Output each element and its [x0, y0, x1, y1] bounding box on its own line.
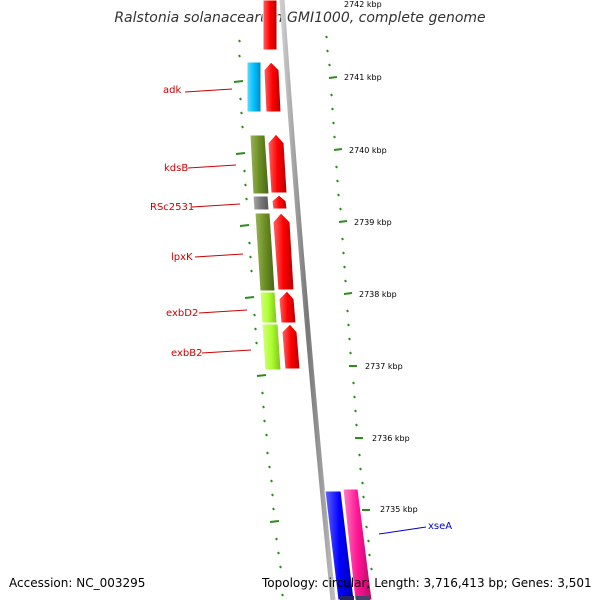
map-title: Ralstonia solanacearum GMI1000, complete… [114, 10, 486, 26]
ruler-label: 2736 kbp [372, 434, 410, 443]
cds-adk[interactable] [263, 61, 282, 113]
cog-track [246, 61, 282, 371]
reverse-cds-track [324, 488, 373, 600]
ruler-label: 2739 kbp [354, 218, 392, 227]
leader-line [194, 253, 244, 258]
leader-line [198, 309, 248, 314]
gene-label-RSc2531[interactable]: RSc2531 [150, 202, 194, 213]
cog-exbD2[interactable] [259, 291, 278, 324]
cog-kdsB[interactable] [249, 134, 270, 195]
cds-xseA-blue[interactable] [324, 490, 355, 600]
leader-line [201, 349, 252, 354]
ruler-label: 2738 kbp [359, 290, 397, 299]
gene-label-exbD2[interactable]: exbD2 [166, 308, 198, 319]
ruler-label: 2735 kbp [380, 505, 418, 514]
forward-cds-track [262, 0, 301, 370]
cds-lpxK[interactable] [272, 212, 295, 291]
cds-kdsB[interactable] [267, 133, 288, 194]
gene-labels: adk kdsB RSc2531 lpxK exbD2 exbB2 xseA [150, 85, 452, 535]
gene-label-exbB2[interactable]: exbB2 [171, 348, 202, 359]
ruler-labels: 2742 kbp 2741 kbp 2740 kbp 2739 kbp 2738… [344, 0, 418, 514]
leader-line [378, 526, 427, 535]
inner-ring-ticks [233, 39, 284, 597]
gene-label-kdsB[interactable]: kdsB [164, 163, 188, 174]
cog-RSc2531[interactable] [252, 195, 270, 211]
accession-text: Accession: NC_003295 [9, 576, 146, 590]
cds-exbB2[interactable] [281, 323, 301, 370]
cog-exbB2[interactable] [261, 323, 282, 371]
genome-backbone [279, 0, 336, 600]
ruler-label: 2740 kbp [349, 146, 387, 155]
outer-ring-ticks [325, 35, 373, 571]
ruler-label: 2737 kbp [365, 362, 403, 371]
gene-label-lpxK[interactable]: lpxK [171, 252, 193, 263]
gene-label-adk[interactable]: adk [163, 85, 181, 96]
gene-label-xseA[interactable]: xseA [428, 521, 452, 532]
cog-lpxK[interactable] [254, 212, 276, 292]
cds-feature[interactable] [262, 0, 278, 51]
cds-exbD2[interactable] [278, 290, 297, 324]
leader-line [191, 203, 241, 208]
ruler-label: 2741 kbp [344, 73, 382, 82]
genome-summary-text: Topology: circular; Length: 3,716,413 bp… [262, 576, 592, 590]
cds-edge [340, 596, 354, 600]
cds-edge [356, 596, 370, 600]
leader-line [184, 88, 233, 93]
cds-RSc2531[interactable] [271, 194, 288, 210]
cds-xseA-pink[interactable] [342, 488, 373, 600]
ruler-label: 2742 kbp [344, 0, 382, 9]
leader-line [187, 164, 237, 169]
cog-adk[interactable] [246, 61, 262, 113]
